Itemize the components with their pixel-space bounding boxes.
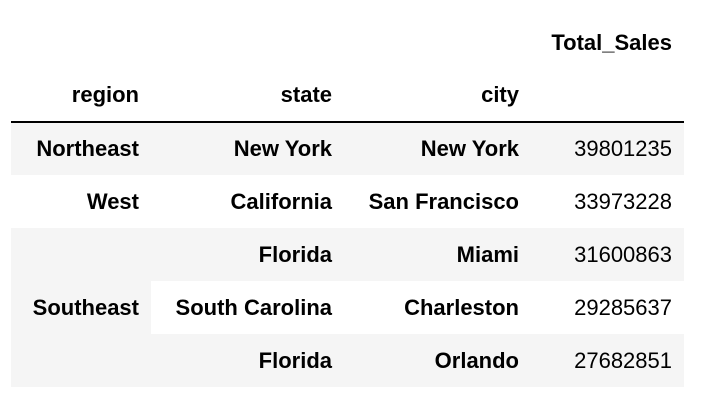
total-sales-cell: 29285637: [531, 281, 684, 334]
region-cell: Northeast: [11, 122, 151, 175]
city-cell: Orlando: [344, 334, 531, 387]
index-name-state: state: [151, 69, 344, 123]
total-sales-cell: 33973228: [531, 175, 684, 228]
sales-table: Total_Sales region state city Northeast …: [11, 16, 684, 387]
table-row: South Carolina Charleston 29285637: [11, 281, 684, 334]
state-cell: California: [151, 175, 344, 228]
table-row: Northeast New York New York 39801235: [11, 122, 684, 175]
city-cell: Miami: [344, 228, 531, 281]
region-cell: Southeast: [11, 228, 151, 387]
state-cell: Florida: [151, 334, 344, 387]
blank-header-cell: [344, 16, 531, 69]
index-name-city: city: [344, 69, 531, 123]
blank-header-cell: [151, 16, 344, 69]
blank-header-cell: [11, 16, 151, 69]
table-row: Florida Orlando 27682851: [11, 334, 684, 387]
state-cell: New York: [151, 122, 344, 175]
city-cell: Charleston: [344, 281, 531, 334]
state-cell: South Carolina: [151, 281, 344, 334]
region-cell: West: [11, 175, 151, 228]
table-row: West California San Francisco 33973228: [11, 175, 684, 228]
index-name-region: region: [11, 69, 151, 123]
total-sales-cell: 31600863: [531, 228, 684, 281]
index-names-row: region state city: [11, 69, 684, 123]
city-cell: San Francisco: [344, 175, 531, 228]
blank-header-cell: [531, 69, 684, 123]
column-header-total-sales: Total_Sales: [551, 29, 672, 55]
total-sales-cell: 27682851: [531, 334, 684, 387]
table-row: Southeast Florida Miami 31600863: [11, 228, 684, 387]
total-sales-cell: 39801235: [531, 122, 684, 175]
city-cell: New York: [344, 122, 531, 175]
column-header-row: Total_Sales: [11, 16, 684, 69]
state-cell: Florida: [151, 228, 344, 281]
